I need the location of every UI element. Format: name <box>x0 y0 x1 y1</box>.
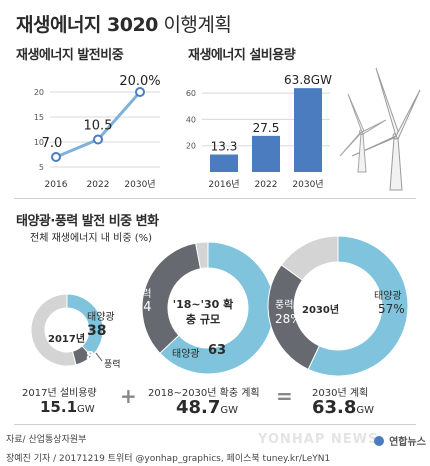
donut-expansion-wind-name: 풍력 <box>133 289 152 300</box>
bar-chart-title: 재생에너지 설비용량 <box>188 48 296 63</box>
x-tick-label: 2016년 <box>208 179 239 190</box>
data-label: 20.0% <box>119 74 160 89</box>
y-tick-label: 15 <box>34 113 44 122</box>
summary-2017-caption: 2017년 설비용량 <box>22 388 97 399</box>
y-tick-label: 60 <box>186 89 196 98</box>
donut-slice-solar <box>159 241 275 375</box>
data-point <box>135 87 145 97</box>
donut-2017-wind-value: 8 <box>86 349 95 363</box>
summary-expansion-unit: GW <box>220 405 239 416</box>
title-sub: 이행계획 <box>157 14 232 36</box>
donut-expansion-solar-name: 태양광 <box>172 349 200 360</box>
donut-2030-solar-name: 태양광 <box>374 291 402 302</box>
donut-charts <box>30 236 409 377</box>
bar <box>294 88 322 172</box>
x-tick-label: 2030년 <box>124 179 155 190</box>
x-tick-label: 2022 <box>87 180 110 190</box>
summary-2030-caption: 2030년 계획 <box>312 388 369 399</box>
watermark: YONHAP NEWS <box>258 432 379 447</box>
summary-2017-number: 15.1 <box>40 398 78 416</box>
x-tick-label: 2022 <box>255 180 278 190</box>
donut-slice-solar <box>307 236 409 377</box>
y-tick-label: 40 <box>186 115 196 124</box>
summary-2030-unit: GW <box>356 405 375 416</box>
y-tick-label: 10 <box>34 138 44 147</box>
donut-slice-other <box>280 236 339 281</box>
summary-expansion-value: 48.7GW <box>176 397 238 418</box>
logo-icon <box>374 435 384 446</box>
bar <box>210 154 238 172</box>
donut-slice-other <box>195 241 209 270</box>
logo: 연합뉴스 <box>374 430 426 449</box>
donut-2017-solar-name: 태양광 <box>87 312 115 323</box>
data-label: 10.5 <box>84 119 113 134</box>
summary-2030-value: 63.8GW <box>312 397 374 418</box>
y-tick-label: 5 <box>39 163 44 172</box>
title-main: 재생에너지 3020 <box>16 14 158 36</box>
leader-line <box>95 352 103 362</box>
wind-turbine-icon <box>351 67 421 191</box>
bar-chart: 60 40 20 13.3 27.5 63.8GW 2016년 2022 2030년 <box>186 67 421 191</box>
donut-2030-wind-name: 풍력 <box>275 300 294 311</box>
donut-expansion-wind-value: 34 <box>135 300 152 315</box>
donut-2030-center-label: 2030년 <box>302 305 340 316</box>
wind-turbine-icon <box>339 93 387 173</box>
summary-2030-number: 63.8 <box>312 397 357 418</box>
donut-2017-solar-value: 38 <box>87 323 107 339</box>
share-section-subtitle: 전체 재생에너지 내 비중 (%) <box>30 233 153 244</box>
source-text: 자료/ 산업통상자원부 <box>6 435 87 445</box>
donut-expansion-solar-value: 63 <box>208 343 227 358</box>
x-tick-label: 2030년 <box>292 179 323 190</box>
summary-2017-unit: GW <box>77 404 95 415</box>
donut-expansion-center-label: '18~'30 확충 규모 <box>172 298 234 326</box>
data-point <box>51 152 61 162</box>
summary-2017-value: 15.1GW <box>40 398 95 416</box>
donut-2030-solar-value: 57% <box>378 302 405 316</box>
donut-slice-other <box>30 293 77 367</box>
logo-text: 연합뉴스 <box>389 437 426 448</box>
donut-2017-center-label: 2017년 <box>48 334 86 345</box>
data-point <box>93 134 103 145</box>
bar <box>252 135 280 172</box>
x-tick-label: 2016 <box>45 180 68 190</box>
donut-2017-wind-name: 풍력 <box>104 360 121 370</box>
line-chart-title: 재생에너지 발전비중 <box>16 48 124 63</box>
page-title: 재생에너지 3020 이행계획 <box>16 10 232 37</box>
credit-text: 장예진 기자 / 20171219 트위터 @yonhap_graphics, … <box>6 454 331 464</box>
summary-expansion-caption: 2018~2030년 확충 계획 <box>148 388 260 399</box>
section-divider <box>14 198 416 199</box>
bar-value-label: 27.5 <box>253 121 280 135</box>
share-section-title: 태양광·풍력 발전 비중 변화 <box>16 214 159 229</box>
donut-2030-wind-value: 28% <box>275 312 302 326</box>
y-tick-label: 20 <box>186 142 196 151</box>
footer-divider <box>14 424 416 425</box>
plus-sign: + <box>120 384 137 408</box>
y-tick-label: 20 <box>34 88 44 97</box>
equals-sign: = <box>276 384 293 408</box>
bar-value-label: 13.3 <box>211 140 238 154</box>
summary-expansion-number: 48.7 <box>176 397 221 418</box>
line-chart: 20 15 10 5 7.0 10.5 20.0% 2016 2022 2030년 <box>34 74 161 190</box>
bar-value-label: 63.8GW <box>284 73 332 87</box>
data-label: 7.0 <box>42 136 63 151</box>
